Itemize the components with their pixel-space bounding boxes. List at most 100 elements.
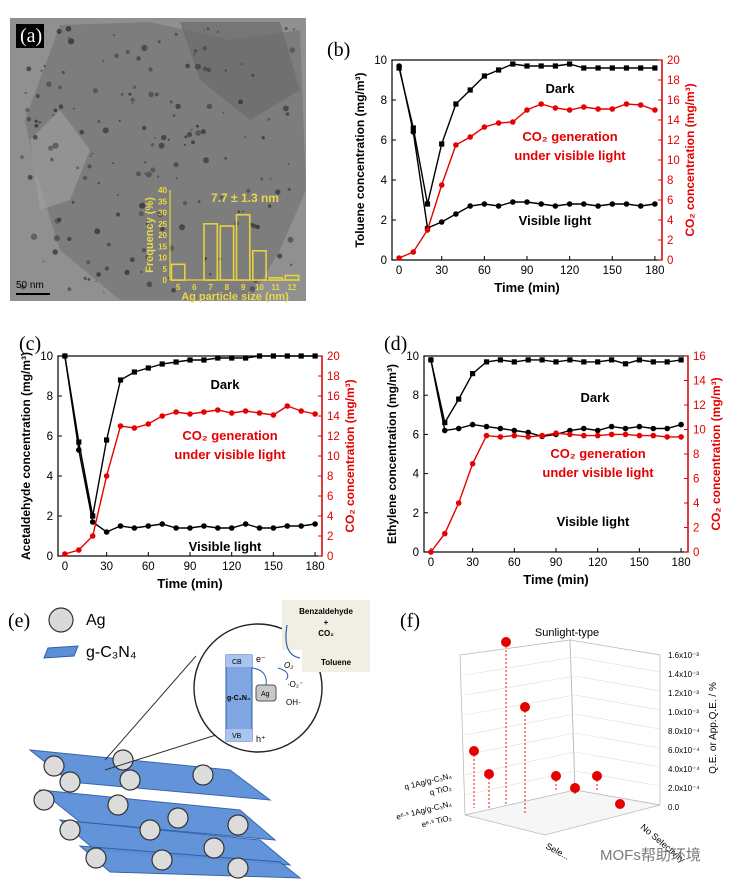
data-point [636,357,642,363]
data-point [566,107,573,113]
ag-particle [138,211,144,217]
data-point [511,427,518,434]
z-axis-title: Q.E. or App.Q.E. / % [708,682,719,774]
chart-annotation: under visible light [174,447,286,462]
ag-particle [289,47,296,53]
y-tick-label: 0 [413,547,419,559]
data-point [622,431,629,438]
series-line [398,103,656,259]
data-point [438,182,445,188]
ag-particle [120,93,124,96]
data-point [103,473,110,479]
data-point [524,107,530,113]
ag-particle [293,28,296,31]
ag-particle [219,196,223,199]
ag-particle [104,266,110,271]
data-point [62,353,68,359]
data-point [173,359,179,365]
panel-b-chart: 0 30 60 90 120 150 180024681002468101214161820… [353,55,697,295]
ag-particle [167,276,170,279]
data-point [510,119,516,125]
zoom-line-upper [104,655,197,761]
panel-f-label: (f) [400,610,420,632]
data-point [298,523,305,529]
ag-particle [27,174,33,180]
ag-particle [284,26,288,31]
hist-title: 7.7 ± 1.3 nm [211,191,279,205]
y-tick-label: 2 [381,215,387,227]
ag-particle [46,81,52,88]
data-point [497,425,504,432]
ag-particle [34,123,39,128]
ag-particle [86,260,91,265]
z-tick-label: 1.6x10⁻³ [668,651,699,660]
y-tick-label: 10 [374,55,387,67]
data-point [608,423,615,430]
data-point [131,425,138,431]
data-point [470,371,476,377]
y2-tick-label: 8 [667,175,673,187]
data-point [483,423,490,430]
hist-x-tick: 9 [241,283,246,292]
ag-particle [200,129,206,135]
data-point [469,461,476,467]
x-tick-label: 150 [264,561,283,573]
ag-particle [34,119,38,123]
ag-particle [206,27,210,31]
ag-particle [132,85,137,89]
data-point [201,523,207,529]
y2-axis-title: CO₂ concentration (mg/m³) [709,377,723,530]
data-point [581,104,587,110]
ag-particle [287,236,294,243]
ag-particle [175,103,181,110]
ag-particle [190,128,193,131]
chart-annotation: CO₂ generation [182,428,277,443]
y-tick-label: 10 [40,351,53,363]
ag-particle [289,263,293,267]
y2-tick-label: 0 [327,551,333,563]
hist-y-label: Frequency (%) [144,197,156,273]
data-point [424,201,431,207]
ag-particle [89,155,92,157]
data-point [145,523,152,529]
data-point [552,63,558,69]
ag-particle [32,134,38,140]
y-tick-label: 0 [47,551,53,563]
x-axis-title: Time (min) [157,576,223,591]
data-point [623,101,630,107]
data-point [650,359,656,365]
data-point [609,357,615,363]
series-line [64,355,316,533]
chart-annotation: under visible light [542,465,654,480]
data-point [469,421,476,428]
ag-particle [148,91,154,98]
ag-particle [145,222,150,226]
data-point [455,500,462,506]
data-point [538,101,544,107]
data-point [243,355,249,361]
ag-particle [38,120,42,124]
y-tick-label: 10 [406,351,419,363]
ag-particle [79,129,85,135]
data-point [256,525,263,531]
ag-particle [179,224,185,231]
data-point [428,357,434,363]
chart-annotation: Visible light [557,514,630,529]
y2-tick-label: 20 [327,351,340,363]
grid-line [464,751,576,776]
ag-particle [145,255,150,259]
ag-particle [142,125,147,131]
data-point [173,525,179,531]
ag-particle [209,273,212,276]
ag-particle [160,226,165,232]
vb-label: VB [232,733,242,740]
data-point [76,547,82,553]
ag-particle [97,119,101,124]
ag-particle [118,119,121,122]
hist-bar [235,214,251,281]
grid-line [464,656,576,676]
z-tick-label: 8.0x10⁻⁴ [668,727,700,736]
series-line [430,359,682,438]
x-tick-label: 180 [671,557,690,569]
